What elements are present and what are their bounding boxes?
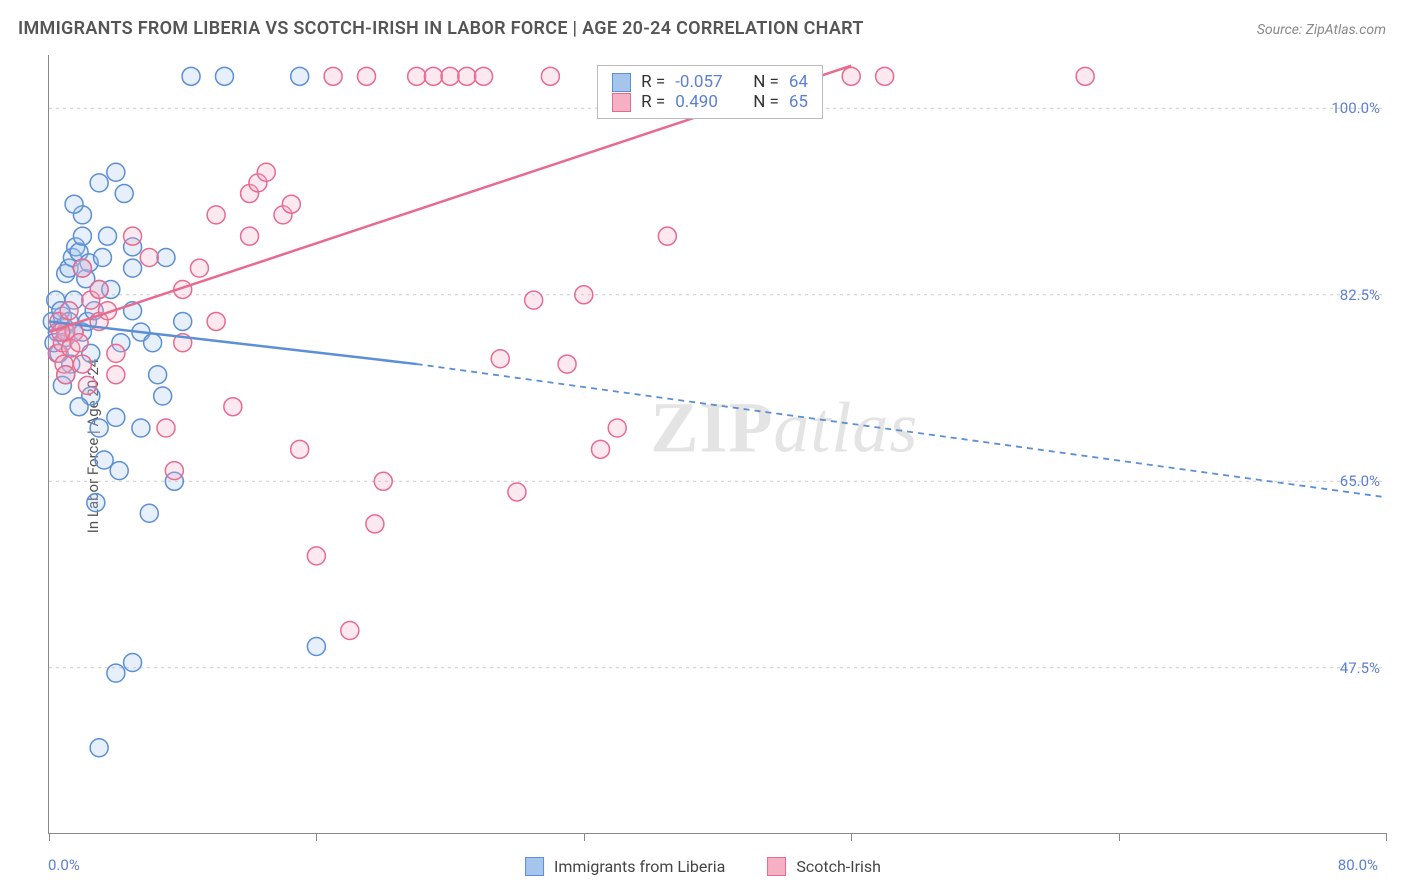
x-tick bbox=[316, 833, 317, 841]
legend-swatch bbox=[612, 93, 631, 112]
x-tick bbox=[1386, 833, 1387, 841]
r-value: 0.490 bbox=[675, 92, 737, 112]
n-label: N = bbox=[753, 72, 779, 92]
legend-item: Scotch-Irish bbox=[767, 857, 881, 876]
chart-container: IMMIGRANTS FROM LIBERIA VS SCOTCH-IRISH … bbox=[0, 0, 1406, 892]
y-tick-label: 65.0% bbox=[1340, 472, 1380, 490]
legend-swatch bbox=[767, 857, 786, 876]
n-label: N = bbox=[753, 92, 779, 112]
correlation-legend: R = -0.057 N = 64 R = 0.490 N = 65 bbox=[597, 65, 823, 119]
x-tick bbox=[584, 833, 585, 841]
n-value: 65 bbox=[789, 92, 808, 112]
legend-label: Immigrants from Liberia bbox=[554, 857, 725, 876]
correlation-legend-row: R = -0.057 N = 64 bbox=[612, 72, 808, 92]
n-value: 64 bbox=[789, 72, 808, 92]
r-label: R = bbox=[641, 72, 665, 92]
plot-svg bbox=[49, 55, 1386, 833]
chart-title: IMMIGRANTS FROM LIBERIA VS SCOTCH-IRISH … bbox=[18, 18, 864, 39]
legend-swatch bbox=[612, 73, 631, 92]
x-tick bbox=[1119, 833, 1120, 841]
y-tick-label: 100.0% bbox=[1331, 99, 1380, 117]
x-tick-label-max: 80.0% bbox=[1338, 856, 1378, 874]
plot-area: ZIPatlas R =-0.057N =64R =0.490N =65 47.… bbox=[48, 55, 1386, 834]
y-tick-label: 47.5% bbox=[1340, 659, 1380, 677]
r-label: R = bbox=[641, 92, 665, 112]
legend-swatch bbox=[525, 857, 544, 876]
y-tick-label: 82.5% bbox=[1340, 286, 1380, 304]
x-tick bbox=[851, 833, 852, 841]
legend-item: Immigrants from Liberia bbox=[525, 857, 725, 876]
r-value: -0.057 bbox=[675, 72, 737, 92]
legend-label: Scotch-Irish bbox=[796, 857, 881, 876]
x-tick-label-min: 0.0% bbox=[48, 856, 80, 874]
x-tick bbox=[49, 833, 50, 841]
correlation-legend-row: R = 0.490 N = 65 bbox=[612, 92, 808, 112]
legend-bottom: Immigrants from Liberia Scotch-Irish bbox=[525, 857, 881, 876]
source-attribution: Source: ZipAtlas.com bbox=[1257, 22, 1386, 38]
